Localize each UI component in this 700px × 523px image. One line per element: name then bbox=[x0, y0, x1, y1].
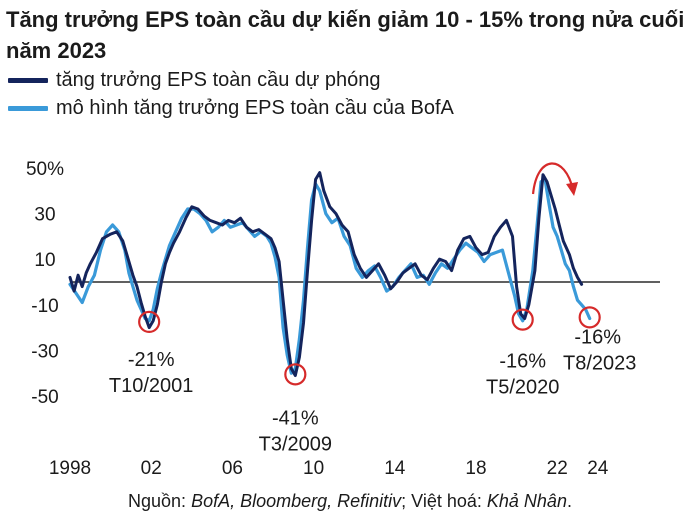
y-tick-label: -30 bbox=[31, 341, 58, 362]
y-tick-label: 10 bbox=[34, 250, 55, 271]
annotation-date: T8/2023 bbox=[563, 352, 636, 374]
annotation-value: -16% bbox=[499, 351, 546, 373]
x-tick-label: 10 bbox=[303, 458, 324, 479]
annotation-date: T5/2020 bbox=[486, 377, 559, 399]
x-tick-label: 22 bbox=[547, 458, 568, 479]
annotation-date: T3/2009 bbox=[259, 433, 332, 455]
y-tick-label: 50% bbox=[26, 159, 64, 180]
y-tick-label: -50 bbox=[31, 387, 58, 408]
annotation-circle bbox=[284, 363, 307, 386]
annotation-group: -21% T10/2001 -41% T3/2009 -16% T5/2020 -16% T8… bbox=[109, 162, 636, 455]
y-axis: 50% 30 10 -10 -30 -50 bbox=[26, 159, 64, 408]
series-group bbox=[68, 171, 592, 377]
source-prefix: Nguồn: bbox=[128, 491, 192, 511]
source-list: BofA, Bloomberg, Refinitiv bbox=[191, 491, 402, 511]
x-tick-label: 24 bbox=[587, 458, 609, 479]
source-middle: ; Việt hoá: bbox=[401, 491, 487, 511]
x-tick-label: 06 bbox=[222, 458, 243, 479]
x-tick-label: 1998 bbox=[49, 458, 91, 479]
legend-item-model: mô hình tăng trưởng EPS toàn cầu của Bof… bbox=[8, 94, 454, 122]
eps-growth-chart: 50% 30 10 -10 -30 -50 1998 02 06 10 14 18 22 24 -21%… bbox=[26, 159, 660, 479]
x-tick-label: 14 bbox=[384, 458, 406, 479]
legend-swatch-forecast bbox=[8, 77, 48, 83]
annotation-circle bbox=[578, 306, 601, 329]
source-note: Nguồn: BofA, Bloomberg, Refinitiv; Việt … bbox=[0, 491, 700, 512]
legend: tăng trưởng EPS toàn cầu dự phóng mô hìn… bbox=[8, 66, 454, 122]
annotation-circle bbox=[511, 308, 534, 331]
y-tick-label: 30 bbox=[34, 205, 55, 226]
annotation-value: -16% bbox=[574, 326, 621, 348]
legend-label-forecast: tăng trưởng EPS toàn cầu dự phóng bbox=[56, 68, 381, 91]
trend-arrow-head bbox=[566, 182, 579, 196]
chart-title: Tăng trưởng EPS toàn cầu dự kiến giảm 10… bbox=[6, 7, 685, 63]
annotation-date: T10/2001 bbox=[109, 375, 194, 397]
series-line-bofa-model bbox=[68, 177, 592, 375]
annotation-circle bbox=[138, 310, 161, 333]
annotation-value: -41% bbox=[272, 407, 319, 429]
series-line-forecast bbox=[68, 171, 584, 377]
legend-swatch-model bbox=[8, 105, 48, 111]
annotation-value: -21% bbox=[128, 349, 175, 371]
x-tick-label: 02 bbox=[141, 458, 162, 479]
legend-item-forecast: tăng trưởng EPS toàn cầu dự phóng bbox=[8, 66, 454, 94]
source-suffix: . bbox=[566, 491, 572, 511]
x-axis: 1998 02 06 10 14 18 22 24 bbox=[49, 458, 609, 479]
x-tick-label: 18 bbox=[465, 458, 486, 479]
y-tick-label: -10 bbox=[31, 296, 58, 317]
legend-label-model: mô hình tăng trưởng EPS toàn cầu của Bof… bbox=[56, 96, 454, 119]
source-translator: Khả Nhân bbox=[486, 491, 567, 511]
trend-arrow-curve bbox=[531, 162, 575, 195]
